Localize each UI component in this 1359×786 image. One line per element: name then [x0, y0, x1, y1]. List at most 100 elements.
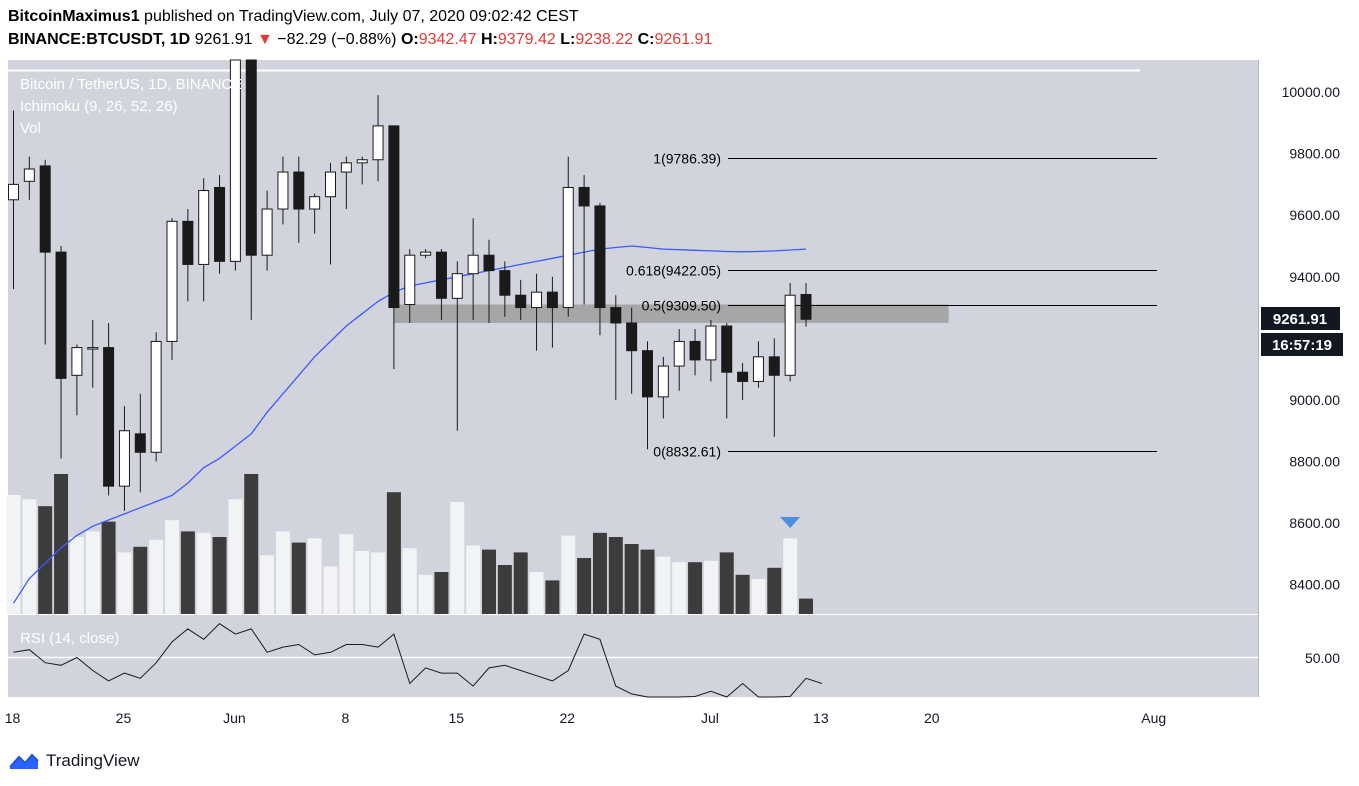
candle-body[interactable] [214, 186, 226, 262]
author-name[interactable]: BitcoinMaximus1 [8, 8, 140, 25]
candle-body[interactable] [388, 125, 400, 309]
candle-body[interactable] [150, 340, 162, 453]
volume-bar [513, 552, 528, 614]
candle-body[interactable] [325, 171, 336, 198]
candle-body[interactable] [768, 356, 780, 376]
candle-body[interactable] [737, 371, 749, 382]
candle-body[interactable] [435, 251, 447, 299]
time-tick-label: Jul [701, 710, 719, 726]
candle-body[interactable] [134, 433, 146, 453]
volume-bar [355, 551, 370, 614]
candle-body[interactable] [103, 347, 115, 487]
price-tick-label: 8600.00 [1289, 515, 1340, 531]
candle-body[interactable] [118, 430, 130, 487]
legend-rsi[interactable]: RSI (14, close) [20, 630, 119, 647]
volume-bar [688, 562, 703, 614]
high-label: H: [481, 31, 498, 48]
candle-body[interactable] [309, 196, 321, 210]
volume-bar [212, 537, 227, 614]
candle-body[interactable] [277, 171, 289, 210]
candle-body[interactable] [8, 183, 19, 201]
tradingview-brand[interactable]: TradingView [46, 751, 140, 770]
last-price-tag-label: 9261.91 [1273, 311, 1327, 328]
candle-body[interactable] [705, 325, 717, 361]
volume-bar [450, 502, 465, 614]
candle-body[interactable] [340, 162, 352, 173]
candle-body[interactable] [420, 251, 432, 256]
candle-body[interactable] [404, 254, 416, 305]
volume-bar [54, 474, 69, 614]
low-label: L: [560, 31, 576, 48]
candle-body[interactable] [372, 125, 384, 161]
candle-body[interactable] [166, 220, 178, 342]
publish-line: BitcoinMaximus1 published on TradingView… [8, 8, 579, 26]
volume-bar [592, 532, 607, 614]
volume-bar [529, 572, 544, 614]
volume-bar [180, 531, 195, 614]
candle-body[interactable] [23, 168, 35, 182]
candle-body[interactable] [642, 350, 653, 398]
candle-body[interactable] [721, 325, 733, 373]
candle-body[interactable] [198, 190, 210, 265]
legend-vol[interactable]: Vol [20, 120, 41, 137]
candle-body[interactable] [451, 273, 463, 299]
volume-bar [101, 521, 116, 614]
rsi-line[interactable] [13, 623, 823, 698]
candle-body[interactable] [71, 347, 83, 376]
candle-body[interactable] [182, 220, 194, 265]
candle-body[interactable] [39, 165, 51, 253]
symbol-label: BINANCE:BTCUSDT, 1D [8, 31, 191, 48]
candle-body[interactable] [689, 340, 701, 361]
last-price-tag[interactable] [1261, 307, 1340, 330]
volume-bar [149, 539, 164, 614]
candle-body[interactable] [531, 291, 543, 309]
price-chart[interactable]: 1(9786.39) 0.618(9422.05) 0.5(9309.50) 0(88… [0, 0, 1359, 745]
candle-body[interactable] [515, 294, 527, 309]
volume-bar [735, 574, 750, 614]
volume-bar [767, 567, 782, 614]
price-axis[interactable] [1258, 60, 1359, 697]
candle-body[interactable] [752, 356, 764, 382]
candle-body[interactable] [55, 251, 67, 379]
volume-bar [38, 506, 53, 614]
candle-body[interactable] [546, 291, 558, 309]
signal-marker-icon [780, 517, 801, 528]
volume-bar [323, 566, 338, 614]
rsi-tick-label: 50.00 [1305, 650, 1340, 666]
candle-body[interactable] [483, 254, 495, 272]
time-tick-label: 15 [449, 710, 465, 726]
legend-ichimoku[interactable]: Ichimoku (9, 26, 52, 26) [20, 98, 178, 115]
low-value: 9238.22 [575, 31, 634, 48]
candle-body[interactable] [673, 340, 685, 367]
candle-body[interactable] [87, 347, 99, 350]
fib-level-label: 0(8832.61) [653, 444, 721, 460]
candle-body[interactable] [562, 186, 574, 309]
candle-body[interactable] [657, 365, 669, 398]
candle-body[interactable] [261, 208, 273, 256]
time-axis[interactable] [8, 697, 1358, 735]
price-tick-label: 9000.00 [1289, 392, 1340, 408]
fib-level-label: 1(9786.39) [653, 151, 721, 167]
candle-body[interactable] [356, 159, 368, 164]
candle-body[interactable] [626, 322, 638, 352]
candle-body[interactable] [578, 186, 590, 207]
tradingview-logo-icon[interactable] [8, 751, 40, 771]
price-tick-label: 9600.00 [1289, 207, 1340, 223]
candle-body[interactable] [784, 294, 796, 376]
volume-bar [799, 598, 813, 614]
close-label: C: [637, 31, 655, 48]
candle-body[interactable] [245, 59, 257, 256]
candle-body[interactable] [594, 205, 606, 309]
volume-bar [165, 520, 179, 614]
fib-level-label: 0.618(9422.05) [626, 263, 721, 279]
volume-bar [672, 562, 687, 614]
volume-bar [371, 552, 386, 614]
candle-body[interactable] [293, 171, 305, 210]
candle-body[interactable] [229, 59, 241, 262]
candle-body[interactable] [499, 270, 511, 296]
candle-body[interactable] [610, 307, 622, 324]
volume-bar [69, 537, 84, 614]
legend-title[interactable]: Bitcoin / TetherUS, 1D, BINANCE [20, 76, 242, 93]
candle-body[interactable] [800, 293, 812, 320]
candle-body[interactable] [467, 254, 479, 275]
